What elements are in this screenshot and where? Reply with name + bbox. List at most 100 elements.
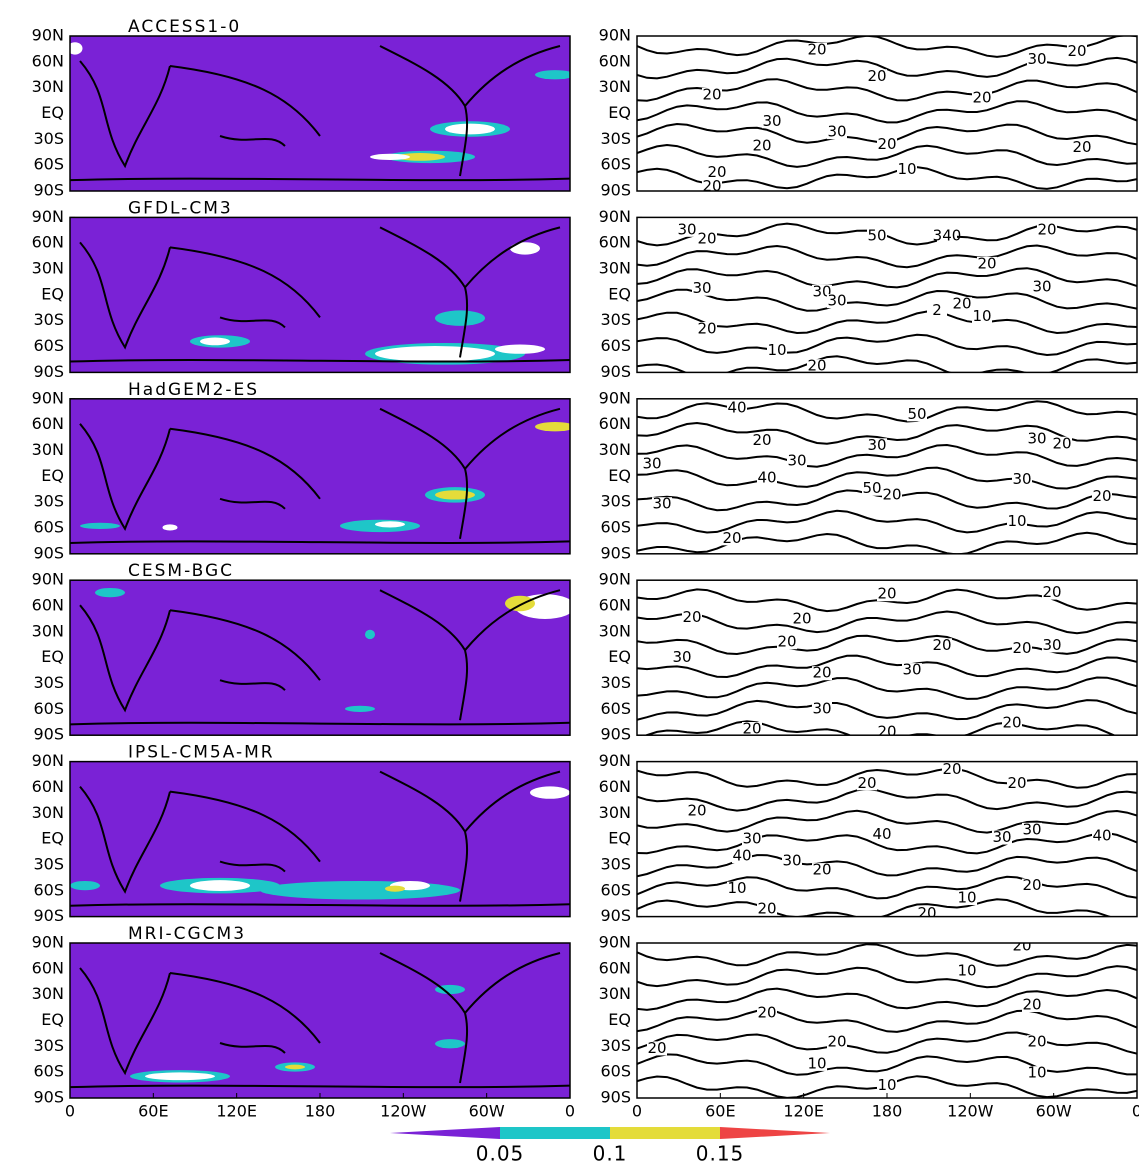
contour-label: 30 [1027,50,1046,68]
contour-label-bg [862,481,882,496]
panel-row: HadGEM2-ES 90N 60N 30N EQ 30S 60S 90S 90N 60N 30N E… [32,380,1138,562]
colorbar-label: 0.05 [476,1142,525,1166]
lat-tick-label: 30N [599,440,631,459]
contour-line [637,143,1137,168]
contour-label: 30 [812,282,831,300]
map-area [70,398,570,554]
panel-frame [69,579,571,736]
coastline [79,967,171,1076]
lat-tick-label: 90N [32,26,64,45]
contour-label: 20 [1052,434,1071,452]
contour-label: 20 [647,1039,666,1057]
contour-label: 50 [907,405,926,423]
contour-label: 20 [932,636,951,654]
shaded-region [260,880,460,900]
coastline [70,903,570,907]
contour-line [637,1031,1137,1055]
shaded-region [70,880,100,891]
panel-frame [69,760,571,918]
shaded-region [385,885,405,892]
contour-line [637,610,1137,635]
lat-tick-label: 60S [600,699,631,718]
contour-label: 30 [782,851,801,869]
contour-label: 10 [807,1054,826,1072]
contour-label-bg [1042,638,1062,653]
lat-tick-label: 30S [600,673,631,692]
panel-row: GFDL-CM3 90N 60N 30N EQ 30S 60S 90S 90N 60N 30N EQ 3… [32,198,1138,381]
contour-label-bg [877,587,897,602]
contour-label: 20 [877,723,896,741]
contour-label-bg [867,229,887,243]
contour-label-bg [1092,489,1112,504]
panel-frame [636,35,1138,192]
contour-label-bg [877,137,897,152]
contour-label: 30 [812,699,831,717]
shaded-region [80,522,120,530]
model-title: HadGEM2-ES [128,380,259,400]
contour-label-bg [1042,585,1062,600]
map-area [70,761,570,917]
lat-tick-label: 60S [600,336,631,355]
coastline [169,65,321,147]
contour-line [637,831,1137,855]
contour-label: 20 [827,1033,846,1051]
contour-label: 20 [857,774,876,792]
shaded-region [435,1039,465,1049]
contour-label-bg [1027,432,1047,447]
contour-label-bg [782,853,802,868]
map-area: 20 20 20 20 20 20 20 30 30 20 30 30 20 20 20 [637,580,1137,741]
coastline [169,246,321,329]
map-area [70,217,570,373]
contour-label: 20 [752,137,771,155]
contour-label: 20 [877,585,896,603]
map-background [637,943,1137,1098]
contour-label: 30 [1042,636,1061,654]
contour-label-bg [707,165,727,180]
panel-frame [69,398,571,555]
contour-label: 30 [827,123,846,141]
contour-label: 10 [767,341,786,359]
contour-line [637,267,1137,289]
contour-label-bg [957,963,977,978]
contour-label: 20 [1012,937,1031,955]
coastline [79,60,171,169]
lat-tick-label: 90N [599,933,631,952]
lat-tick-label: 60N [32,596,64,615]
contour-label: 20 [812,861,831,879]
contour-label: 10 [957,889,976,907]
contour-label: 10 [957,961,976,979]
contour-line [637,531,1137,554]
contour-line [637,355,1137,373]
contour-label-bg [787,453,807,468]
lat-tick-label: 30S [600,1036,631,1055]
contour-label-bg [972,91,992,105]
contour-line [637,854,1137,878]
lat-tick-label: 30S [600,310,631,329]
coastline [169,609,321,691]
contour-label: 20 [952,295,971,313]
contour-label: 20 [882,485,901,503]
contour-line [637,443,1137,468]
contour-label-bg [1027,1035,1047,1050]
contour-label: 20 [702,177,721,195]
contour-line [637,943,1137,967]
contour-line [637,809,1137,834]
model-title: GFDL-CM3 [128,198,233,218]
lat-tick-label: 30N [599,803,631,822]
map-area [70,580,570,736]
contour-label: 30 [1032,278,1051,296]
coastline [464,589,561,651]
contour-label-bg [792,611,812,626]
contour-label-bg [1027,52,1047,67]
contour-label: 30 [827,292,846,310]
coastline [70,540,570,544]
contour-label: 20 [807,40,826,58]
lat-tick-label: 90S [33,362,64,381]
contour-label-bg [807,1056,827,1071]
shaded-region [95,587,125,598]
contour-label: 20 [972,89,991,107]
lat-tick-label: EQ [608,829,631,848]
panel-row: IPSL-CM5A-MR 90N 60N 30N EQ 30S 60S 90S 90N 60N 30… [32,743,1138,925]
contour-label-bg [677,222,697,237]
